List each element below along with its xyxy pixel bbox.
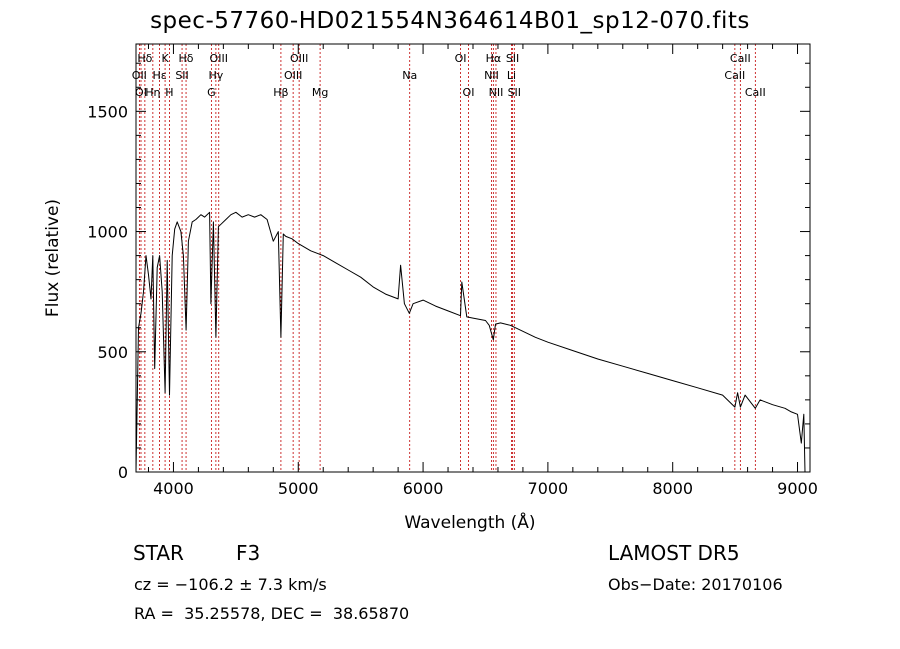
survey-name: LAMOST DR5 xyxy=(608,541,740,565)
line-label: Hη xyxy=(145,86,160,99)
line-label: SII xyxy=(506,52,519,65)
line-label: Hδ xyxy=(137,52,152,65)
line-labels: HδOIIOIHηHεKHSIIHδGHγOIIIHβOIIIOIIIMgNaO… xyxy=(132,52,766,99)
redshift-velocity: cz = −106.2 ± 7.3 km/s xyxy=(134,575,327,594)
line-label: OI xyxy=(135,86,147,99)
line-label: Hα xyxy=(486,52,502,65)
line-label: SII xyxy=(508,86,521,99)
x-tick-label: 9000 xyxy=(777,479,818,498)
line-label: K xyxy=(161,52,169,65)
line-label: OI xyxy=(455,52,467,65)
line-label: Hγ xyxy=(208,69,223,82)
x-tick-label: 6000 xyxy=(403,479,444,498)
line-label: NII xyxy=(489,86,504,99)
line-label: SII xyxy=(175,69,188,82)
line-label: NII xyxy=(484,69,499,82)
chart-title: spec-57760-HD021554N364614B01_sp12-070.f… xyxy=(150,8,750,34)
y-tick-label: 500 xyxy=(97,343,128,362)
x-tick-label: 8000 xyxy=(652,479,693,498)
line-label: CaII xyxy=(745,86,766,99)
line-label: Hε xyxy=(152,69,166,82)
line-label: Na xyxy=(402,69,417,82)
spectrum-line xyxy=(135,211,806,473)
line-label: Mg xyxy=(312,86,328,99)
line-label: Hβ xyxy=(273,86,288,99)
line-label: OI xyxy=(463,86,475,99)
line-markers xyxy=(138,44,756,472)
class-type: STAR xyxy=(133,541,184,565)
coordinates: RA = 35.25578, DEC = 38.65870 xyxy=(134,604,410,623)
line-label: CaII xyxy=(730,52,751,65)
line-label: OII xyxy=(132,69,147,82)
x-axis: 4000 5000 6000 7000 8000 9000 xyxy=(147,44,818,498)
line-label: OIII xyxy=(290,52,308,65)
y-axis-label: Flux (relative) xyxy=(43,199,63,317)
y-tick-label: 1500 xyxy=(87,102,128,121)
line-label: H xyxy=(165,86,173,99)
line-label: Li xyxy=(507,69,516,82)
subclass: F3 xyxy=(236,541,261,565)
line-label: G xyxy=(207,86,216,99)
observation-date: Obs−Date: 20170106 xyxy=(608,575,783,594)
line-label: Hδ xyxy=(179,52,194,65)
x-tick-label: 5000 xyxy=(278,479,319,498)
plot-frame xyxy=(135,43,811,473)
line-label: OIII xyxy=(210,52,228,65)
spectrum-series xyxy=(135,211,806,473)
x-axis-label: Wavelength (Å) xyxy=(404,511,535,533)
y-axis: 0 500 1000 1500 xyxy=(87,62,810,482)
y-tick-label: 0 xyxy=(118,463,128,482)
line-label: OIII xyxy=(284,69,302,82)
x-tick-label: 7000 xyxy=(528,479,569,498)
x-tick-label: 4000 xyxy=(153,479,194,498)
y-tick-label: 1000 xyxy=(87,223,128,242)
line-label: CaII xyxy=(724,69,745,82)
